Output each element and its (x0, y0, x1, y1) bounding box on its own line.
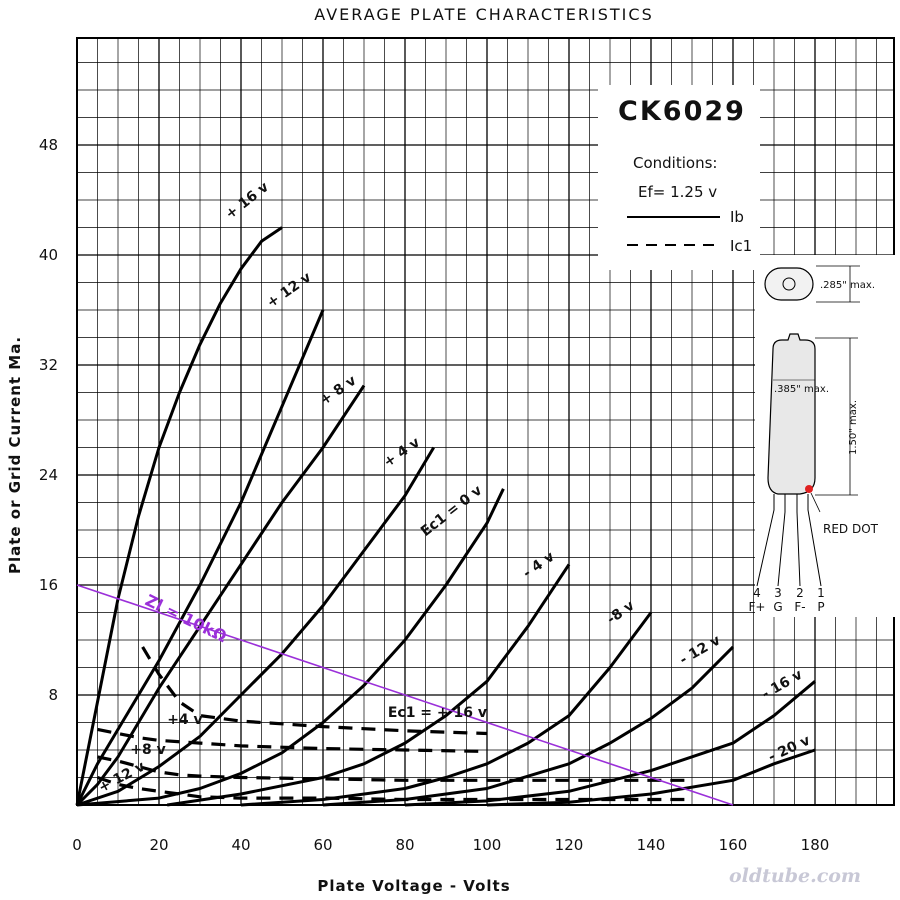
legend-box: CK6029 Conditions: Ef= 1.25 v Ib Ic1 (598, 85, 760, 270)
plate-curve-label: + 12 v (264, 269, 314, 311)
x-tick-label: 140 (637, 836, 666, 854)
grid-current-label: +8 v (130, 742, 165, 758)
x-tick-labels: 0 20 40 60 80 100 120 140 160 180 (72, 836, 829, 854)
plate-curve (76, 446, 435, 807)
plate-curve (166, 563, 571, 807)
x-tick-label: 120 (555, 836, 584, 854)
top-dimension: .285" max. (820, 280, 875, 291)
grid-current-label: +4 v (167, 712, 202, 728)
plate-curve (240, 611, 653, 807)
plate-curve (75, 226, 283, 806)
plate-curve-label: + 16 v (223, 179, 272, 222)
y-tick-label: 48 (39, 136, 58, 154)
pin-number: 2 (796, 586, 804, 600)
chart-grid (76, 38, 894, 806)
grid-current-curve (141, 646, 488, 736)
grid-current-curve (97, 727, 488, 753)
plate-curve (322, 645, 735, 807)
conditions-heading: Conditions: (633, 154, 717, 172)
y-tick-label: 8 (48, 686, 58, 704)
x-tick-label: 20 (149, 836, 168, 854)
filament-voltage: Ef= 1.25 v (638, 183, 717, 201)
y-tick-labels: 8 16 24 32 40 48 (39, 136, 58, 704)
plate-curve-label: - 16 v (759, 667, 805, 703)
y-axis-label: Plate or Grid Current Ma. (6, 336, 24, 574)
tube-model-label: CK6029 (618, 96, 746, 127)
grid-current-label: Ec1 = + 16 v (388, 705, 487, 721)
plate-curve-label: -8 v (604, 598, 637, 628)
red-dot-label: RED DOT (823, 522, 879, 536)
load-line (76, 584, 734, 806)
x-tick-label: 0 (72, 836, 82, 854)
x-tick-label: 60 (313, 836, 332, 854)
tube-body (767, 333, 816, 495)
watermark: oldtube.com (729, 865, 861, 887)
x-axis-label: Plate Voltage - Volts (317, 877, 510, 895)
plate-curve-label: + 4 v (381, 435, 423, 471)
tube-top-view (764, 267, 814, 301)
legend-solid-label: Ib (730, 208, 744, 226)
plate-curve (486, 748, 816, 807)
tube-drawing: .285" max. .385" max. 1.50" max. RED DOT… (749, 255, 895, 617)
y-tick-label: 16 (39, 576, 58, 594)
y-tick-label: 32 (39, 356, 58, 374)
chart-title: AVERAGE PLATE CHARACTERISTICS (314, 5, 653, 24)
x-tick-label: 180 (801, 836, 830, 854)
pin-number: 4 (753, 586, 761, 600)
pin-name: F+ (749, 600, 766, 614)
tube-leads (756, 494, 822, 587)
plate-curve (75, 309, 325, 806)
x-tick-label: 160 (719, 836, 748, 854)
curve-layer (75, 226, 816, 807)
plate-curve (76, 488, 505, 807)
tube-top-view-pin (782, 277, 796, 291)
plate-curve-label: Ec1 = 0 v (418, 483, 485, 540)
plate-curve (75, 384, 366, 807)
width-dimension: .385" max. (774, 384, 829, 395)
legend-dashed-label: Ic1 (730, 237, 752, 255)
pin-name: F- (794, 600, 805, 614)
plate-curve-label: - 20 v (766, 732, 813, 765)
pin-number: 1 (817, 586, 825, 600)
y-tick-label: 24 (39, 466, 58, 484)
grid-current-curve (96, 775, 692, 802)
red-dot (805, 485, 813, 493)
x-tick-label: 100 (473, 836, 502, 854)
pin-number: 3 (774, 586, 782, 600)
pin-name: P (817, 600, 824, 614)
x-tick-label: 80 (395, 836, 414, 854)
height-dimension: 1.50" max. (848, 400, 859, 455)
pin-name: G (773, 600, 782, 614)
grid-current-curve (97, 755, 692, 782)
x-tick-label: 40 (231, 836, 250, 854)
plate-curve-label: - 4 v (520, 549, 557, 582)
y-tick-label: 40 (39, 246, 58, 264)
